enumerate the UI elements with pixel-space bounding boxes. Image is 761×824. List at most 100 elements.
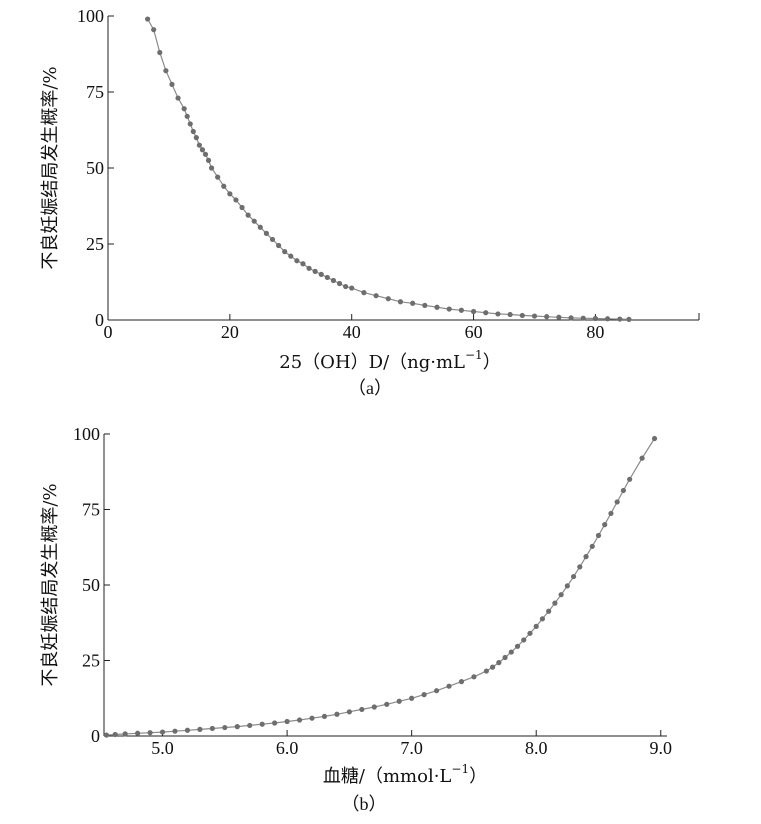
data-point [227, 191, 233, 197]
panel-b: 0 25 50 75 100 5.0 6.0 7.0 8.0 9.0 不良妊娠结局发生概率/% 血… [40, 424, 672, 814]
data-point [159, 729, 166, 735]
data-point [197, 726, 203, 732]
data-point [103, 732, 110, 738]
x-axis-label-b-exponent: −1 [451, 762, 469, 776]
x-tick-label: 5.0 [151, 738, 174, 758]
y-tick-label: 50 [82, 575, 100, 595]
x-tick-label: 40 [343, 322, 361, 342]
data-point [385, 296, 391, 302]
y-axis-label-a: 不良妊娠结局发生概率/% [40, 66, 61, 269]
data-point [384, 701, 390, 707]
data-point [349, 285, 355, 291]
data-point [361, 290, 367, 296]
data-point [288, 253, 294, 259]
data-point [507, 311, 513, 318]
data-point [458, 679, 465, 685]
ticks-b: 0 25 50 75 100 5.0 6.0 7.0 8.0 9.0 [73, 424, 672, 758]
x-axis-label-a-exponent: −1 [465, 348, 483, 362]
data-point [626, 316, 632, 322]
x-axis-label-b-close: ） [469, 766, 487, 787]
x-axis-label-b-main: 血糖/（mmol·L [323, 766, 452, 787]
data-point [294, 258, 300, 264]
data-point [533, 623, 539, 629]
data-point [221, 183, 227, 189]
data-point [570, 573, 577, 580]
data-point [531, 313, 538, 319]
data-point [147, 730, 153, 736]
x-tick-label: 8.0 [525, 738, 548, 758]
data-point [215, 174, 221, 180]
y-tick-label: 100 [73, 424, 100, 444]
data-point [205, 157, 212, 163]
data-point [614, 499, 620, 505]
data-point [495, 311, 501, 317]
data-point [259, 721, 265, 727]
x-axis-label-a: 25（OH）D/（ng·mL−1） [279, 348, 500, 373]
data-point [470, 308, 477, 315]
data-point [145, 16, 151, 22]
data-point [396, 698, 402, 704]
data-point [209, 725, 215, 732]
data-point [151, 27, 157, 33]
data-point [251, 218, 257, 224]
x-axis-label-b: 血糖/（mmol·L−1） [323, 762, 487, 787]
x-axis-label-a-main: 25（OH）D/（ng·mL [279, 352, 465, 373]
data-point [458, 307, 464, 313]
data-point [546, 608, 552, 614]
data-point [334, 711, 340, 717]
data-point [617, 316, 623, 322]
x-axis-label-a-close: ） [483, 352, 501, 373]
data-point [312, 268, 318, 274]
y-tick-label: 0 [95, 310, 104, 330]
data-point [275, 242, 282, 249]
y-axis-label-b: 不良妊娠结局发生概率/% [40, 483, 61, 686]
data-point [589, 543, 595, 549]
data-point [163, 68, 169, 74]
data-point [272, 720, 278, 726]
data-point [552, 600, 558, 606]
x-tick-label: 6.0 [276, 738, 299, 758]
y-tick-label: 75 [82, 500, 100, 520]
series-points-b [103, 435, 658, 738]
data-point [558, 592, 564, 598]
data-point [620, 487, 627, 494]
series-points-a [145, 16, 632, 322]
data-point [421, 692, 427, 698]
data-point [202, 151, 209, 157]
data-point [282, 249, 288, 255]
data-point [577, 564, 583, 570]
data-point [196, 142, 202, 148]
data-point [595, 532, 602, 539]
data-point [608, 510, 614, 517]
data-point [496, 660, 502, 666]
y-tick-label: 25 [86, 234, 104, 254]
data-point [580, 315, 586, 321]
data-point [269, 236, 276, 243]
data-point [508, 649, 514, 655]
data-point [187, 121, 193, 127]
data-point [222, 724, 228, 731]
data-point [592, 315, 599, 322]
data-point [502, 654, 508, 661]
data-point [157, 49, 163, 56]
data-point [233, 197, 239, 203]
x-tick-label: 9.0 [650, 738, 673, 758]
data-point [602, 522, 608, 528]
data-point [172, 728, 178, 734]
series-line-a [147, 18, 629, 320]
x-tick-label: 0 [104, 322, 113, 342]
x-tick-label: 60 [465, 322, 483, 342]
data-point [175, 95, 181, 101]
data-point [346, 709, 352, 715]
data-point [583, 554, 589, 560]
data-point [296, 717, 303, 723]
data-point [539, 616, 546, 622]
y-tick-label: 75 [86, 82, 104, 102]
x-tick-label: 7.0 [400, 738, 423, 758]
data-point [568, 315, 574, 321]
x-tick-label: 20 [221, 322, 239, 342]
data-point [263, 230, 270, 236]
data-point [433, 688, 440, 694]
data-point [122, 731, 128, 737]
